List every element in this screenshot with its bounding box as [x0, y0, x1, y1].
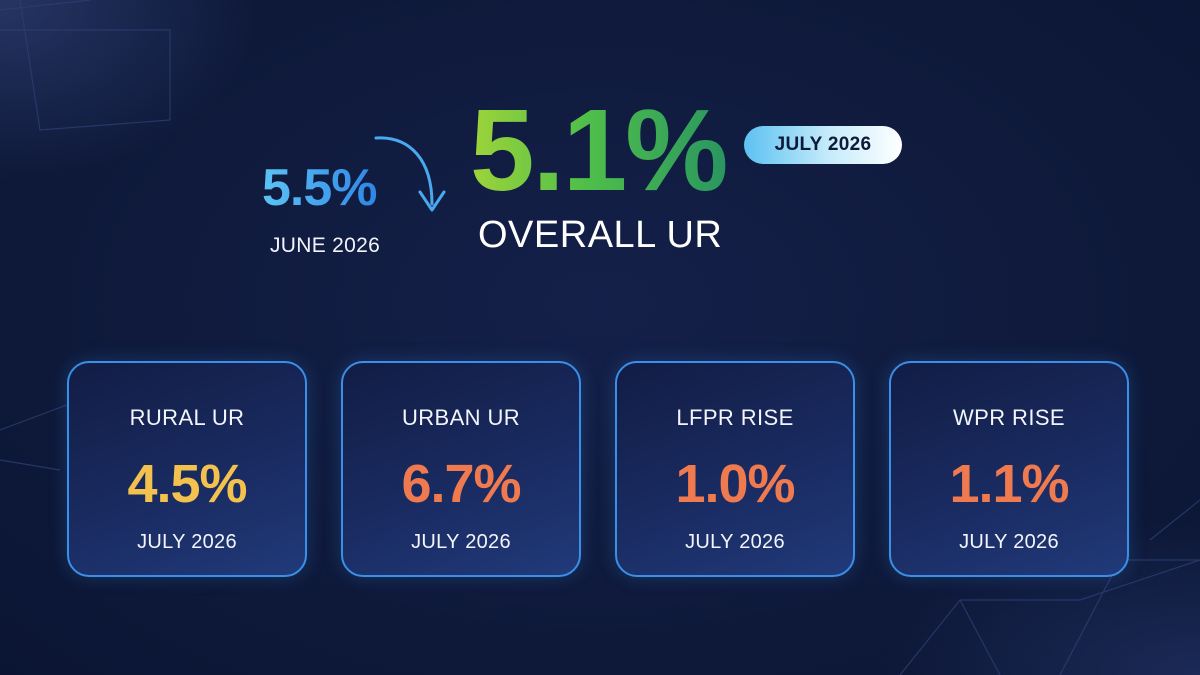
card-period: JULY 2026 — [959, 531, 1059, 553]
stat-card-urban-ur: URBAN UR 6.7% JULY 2026 — [341, 361, 581, 577]
previous-month-period: JUNE 2026 — [270, 234, 381, 257]
card-period: JULY 2026 — [685, 531, 785, 553]
card-value: 6.7% — [401, 454, 521, 514]
card-value: 1.0% — [675, 454, 795, 514]
stat-card-rural-ur: RURAL UR 4.5% JULY 2026 — [67, 361, 307, 577]
current-period-badge: JULY 2026 — [744, 126, 902, 164]
card-period: JULY 2026 — [411, 531, 511, 553]
card-period: JULY 2026 — [137, 531, 237, 553]
previous-month-value: 5.5% — [262, 159, 378, 217]
stat-card-lfpr-rise: LFPR RISE 1.0% JULY 2026 — [615, 361, 855, 577]
card-title: WPR RISE — [953, 405, 1065, 430]
overall-ur-value: 5.1% — [470, 85, 728, 215]
card-title: RURAL UR — [129, 405, 245, 430]
card-value: 1.1% — [949, 454, 1069, 514]
stat-card-wpr-rise: WPR RISE 1.1% JULY 2026 — [889, 361, 1129, 577]
overall-ur-label: OVERALL UR — [478, 214, 723, 256]
card-title: LFPR RISE — [676, 405, 794, 430]
card-value: 4.5% — [127, 454, 247, 514]
card-title: URBAN UR — [401, 405, 521, 430]
curved-down-arrow-icon — [374, 136, 446, 212]
